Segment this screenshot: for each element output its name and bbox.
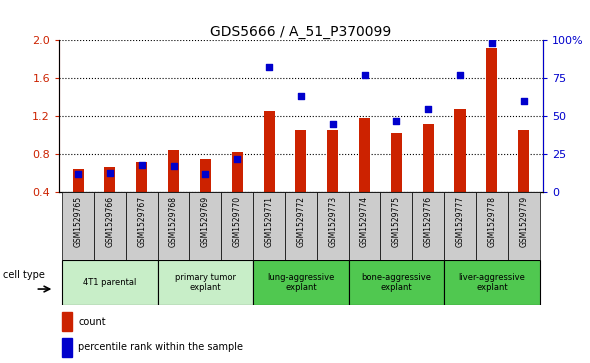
Text: GSM1529773: GSM1529773 bbox=[328, 196, 337, 247]
Text: GSM1529776: GSM1529776 bbox=[424, 196, 432, 247]
Text: GSM1529765: GSM1529765 bbox=[74, 196, 83, 247]
Text: GSM1529772: GSM1529772 bbox=[296, 196, 306, 247]
Bar bbox=[73, 168, 84, 192]
Text: GSM1529767: GSM1529767 bbox=[137, 196, 146, 247]
Bar bbox=[62, 192, 94, 260]
Point bbox=[201, 171, 210, 177]
Bar bbox=[444, 192, 476, 260]
Bar bbox=[253, 260, 349, 305]
Point bbox=[487, 40, 497, 46]
Text: GSM1529777: GSM1529777 bbox=[455, 196, 464, 247]
Text: GSM1529774: GSM1529774 bbox=[360, 196, 369, 247]
Point bbox=[232, 156, 242, 162]
Bar bbox=[317, 192, 349, 260]
Bar bbox=[200, 159, 211, 192]
Point bbox=[169, 164, 178, 170]
Text: GSM1529779: GSM1529779 bbox=[519, 196, 528, 247]
Text: GSM1529769: GSM1529769 bbox=[201, 196, 210, 247]
Point bbox=[328, 121, 337, 127]
Bar bbox=[327, 130, 338, 192]
Bar bbox=[168, 150, 179, 192]
Point bbox=[73, 171, 83, 177]
Text: liver-aggressive
explant: liver-aggressive explant bbox=[458, 273, 525, 292]
Point bbox=[424, 106, 433, 111]
Bar bbox=[349, 260, 444, 305]
Bar bbox=[476, 192, 508, 260]
Point bbox=[137, 162, 146, 168]
Bar bbox=[62, 338, 73, 357]
Text: 4T1 parental: 4T1 parental bbox=[83, 278, 137, 287]
Bar bbox=[486, 48, 497, 192]
Bar bbox=[126, 192, 158, 260]
Text: primary tumor
explant: primary tumor explant bbox=[175, 273, 236, 292]
Text: GSM1529775: GSM1529775 bbox=[392, 196, 401, 247]
Text: bone-aggressive
explant: bone-aggressive explant bbox=[362, 273, 431, 292]
Bar bbox=[62, 260, 158, 305]
Bar bbox=[189, 192, 221, 260]
Text: count: count bbox=[78, 317, 106, 327]
Bar bbox=[422, 124, 434, 192]
Bar bbox=[454, 109, 466, 192]
Point bbox=[519, 98, 529, 104]
Bar bbox=[285, 192, 317, 260]
Title: GDS5666 / A_51_P370099: GDS5666 / A_51_P370099 bbox=[210, 25, 392, 39]
Point bbox=[264, 65, 274, 70]
Bar bbox=[444, 260, 540, 305]
Point bbox=[360, 72, 369, 78]
Bar bbox=[381, 192, 412, 260]
Bar bbox=[136, 162, 148, 192]
Point bbox=[455, 72, 465, 78]
Bar bbox=[264, 111, 274, 192]
Point bbox=[105, 170, 114, 175]
Bar bbox=[104, 167, 116, 192]
Text: GSM1529766: GSM1529766 bbox=[106, 196, 114, 247]
Bar bbox=[158, 192, 189, 260]
Point bbox=[296, 93, 306, 99]
Text: cell type: cell type bbox=[3, 270, 45, 281]
Bar bbox=[391, 133, 402, 192]
Text: GSM1529771: GSM1529771 bbox=[264, 196, 274, 247]
Text: lung-aggressive
explant: lung-aggressive explant bbox=[267, 273, 335, 292]
Bar bbox=[94, 192, 126, 260]
Bar bbox=[349, 192, 381, 260]
Text: GSM1529770: GSM1529770 bbox=[232, 196, 242, 247]
Text: GSM1529768: GSM1529768 bbox=[169, 196, 178, 247]
Bar bbox=[508, 192, 540, 260]
Bar bbox=[412, 192, 444, 260]
Bar bbox=[253, 192, 285, 260]
Bar bbox=[232, 152, 243, 192]
Bar bbox=[158, 260, 253, 305]
Bar bbox=[62, 312, 73, 331]
Bar bbox=[296, 130, 306, 192]
Bar bbox=[359, 118, 370, 192]
Bar bbox=[518, 130, 529, 192]
Point bbox=[392, 118, 401, 124]
Bar bbox=[221, 192, 253, 260]
Text: GSM1529778: GSM1529778 bbox=[487, 196, 496, 247]
Text: percentile rank within the sample: percentile rank within the sample bbox=[78, 342, 243, 352]
